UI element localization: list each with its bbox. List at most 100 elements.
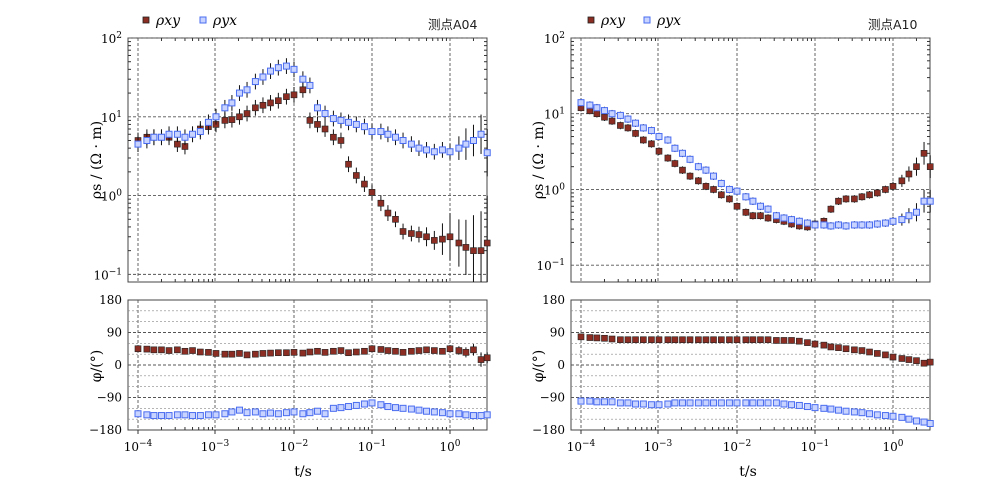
a10-rho-xy-point xyxy=(608,117,616,125)
a10-rho-xy-point xyxy=(718,191,725,199)
a10-rho-xy-point xyxy=(889,183,897,190)
a04-rho-xy-point xyxy=(228,116,236,123)
a04-phase-xy-point xyxy=(439,347,446,355)
a04-phase-xy-point xyxy=(314,347,321,355)
a04-rho-ytick-0: 10−1 xyxy=(93,267,122,282)
a04-phase-yx-point xyxy=(243,409,251,417)
a04-phase-xy-point xyxy=(150,346,158,354)
a10-phase-plot: 10−4 10−3 10−2 10−1 100 180 90 0 −90 −180 xyxy=(532,293,934,454)
a10-phase-xy-point xyxy=(898,355,906,362)
a10-phase-yx-point xyxy=(600,398,608,406)
a04-phase-xy-point xyxy=(228,350,236,358)
a04-phase-xy-point xyxy=(252,350,259,358)
a04-phase-yx-point xyxy=(469,412,477,420)
a04-rho-yx-point xyxy=(446,148,454,156)
a10-rho-xy-point xyxy=(632,130,639,137)
a10-rho-yx-point xyxy=(694,163,702,171)
a04-phase-xy-point xyxy=(165,347,173,354)
a10-phase-yx-point xyxy=(772,399,780,407)
a04-rho-yx-point xyxy=(415,144,423,152)
a04-phase-yx-point xyxy=(165,412,173,420)
a10-phase-yx-point xyxy=(717,399,725,407)
a04-rho-yx-point xyxy=(221,104,229,112)
a04-phase-xy-point xyxy=(353,348,360,356)
a04-phase-yx-point xyxy=(235,406,243,414)
a04-rho-yx-point xyxy=(306,81,314,89)
a10-rho-yx-point xyxy=(671,144,679,152)
a10-rho-xy-point xyxy=(926,163,934,170)
a10-phase-xy-point xyxy=(695,336,702,344)
a10-rho-yx-point xyxy=(702,166,710,174)
a10-rho-xy-point xyxy=(920,150,928,157)
a10-rho-yx-point xyxy=(577,99,585,107)
a10-rho-yx-point xyxy=(742,193,750,201)
a04-phase-yx-point xyxy=(352,401,360,409)
a10-phase-xy-point xyxy=(889,353,897,361)
a04-rho-yx-point xyxy=(251,78,259,86)
a04-phase-yx-point xyxy=(337,404,345,412)
a10-rho-ytick-3: 102 xyxy=(544,31,565,46)
a10-x-axis-label: t/s xyxy=(739,464,757,480)
a10-phase-yx-point xyxy=(671,399,679,407)
a04-rho-xy-point xyxy=(462,244,470,251)
a04-phase-axis-label: φ/(°) xyxy=(89,350,105,382)
a10-phase-yx-point xyxy=(866,410,874,418)
a04-phase-yx-point xyxy=(282,409,290,417)
a10-phase-xy-point xyxy=(671,336,679,344)
a04-phase-xy-point xyxy=(377,346,385,353)
a04-phase-xy-point xyxy=(283,349,290,357)
a10-phase-yx-point xyxy=(616,399,624,407)
a04-rho-frame xyxy=(127,37,488,283)
a04-rho-yx-point xyxy=(337,116,345,124)
a04-phase-yx-point xyxy=(399,404,407,412)
a10-phase-yx-point xyxy=(702,399,710,407)
a04-phase-xy-point xyxy=(361,347,368,355)
a10-x-tick-3: 10−1 xyxy=(801,439,830,454)
a04-rho-yx-point xyxy=(212,113,220,121)
a04-phase-yx-point xyxy=(299,410,307,418)
a10-rho-xy-point xyxy=(617,122,624,129)
a04-phase-yx-point xyxy=(212,411,220,419)
a10-phase-xy-point xyxy=(679,336,686,344)
a04-legend-yx-marker xyxy=(199,16,207,24)
a10-rho-ytick-2: 101 xyxy=(544,107,565,122)
a10-rho-xy-point xyxy=(827,205,835,213)
a04-phase-yx-point xyxy=(477,412,485,420)
a10-phase-xy-point xyxy=(686,336,694,344)
a10-x-tick-0: 10−4 xyxy=(567,439,596,454)
a10-phase-yx-point xyxy=(639,400,647,408)
a10-phase-xy-point xyxy=(577,333,585,341)
a10-phase-yx-point xyxy=(733,399,741,407)
a10-phase-xy-point xyxy=(811,340,819,348)
a04-x-tick-3: 10−1 xyxy=(358,439,387,454)
a10-rho-yx-point xyxy=(639,124,647,132)
a10-phase-xy-point xyxy=(851,346,858,354)
a10-phase-yx-point xyxy=(577,397,585,405)
a10-rho-yx-point xyxy=(664,136,672,144)
a10-phase-xy-point xyxy=(913,357,920,364)
a04-phase-yx-point xyxy=(360,400,368,408)
a10-rho-yx-point xyxy=(725,185,733,193)
a10-phase-yx-point xyxy=(686,399,694,407)
a10-rho-yx-point xyxy=(905,212,913,220)
a04-rho-xy-point xyxy=(408,230,415,237)
a04-rho-xy-point xyxy=(345,160,352,168)
a10-phase-xy-point xyxy=(764,336,772,344)
a10-rho-xy-point xyxy=(710,186,717,193)
a10-phase-xy-point xyxy=(601,334,608,342)
a04-rho-yx-point xyxy=(196,128,204,136)
a10-station-label: 测点A10 xyxy=(868,17,918,32)
a10-phase-yx-point xyxy=(749,399,757,407)
a10-rho-xy-point xyxy=(648,140,655,148)
a04-rho-yx-point xyxy=(377,128,385,136)
a10-legend-yx-marker xyxy=(643,16,651,24)
a04-phase-xy-point xyxy=(134,345,142,353)
a10-phase-yx-point xyxy=(788,401,796,409)
a10-rho-ytick-0: 10−1 xyxy=(536,258,565,273)
a10-phase-yx-point xyxy=(926,420,934,427)
a04-rho-yx-point xyxy=(477,130,485,138)
a04-phase-xy-point xyxy=(392,347,399,355)
a04-rho-yx-point xyxy=(462,140,470,148)
a04-rho-xy-point xyxy=(353,172,360,179)
a04-rho-ytick-3: 102 xyxy=(101,31,122,46)
